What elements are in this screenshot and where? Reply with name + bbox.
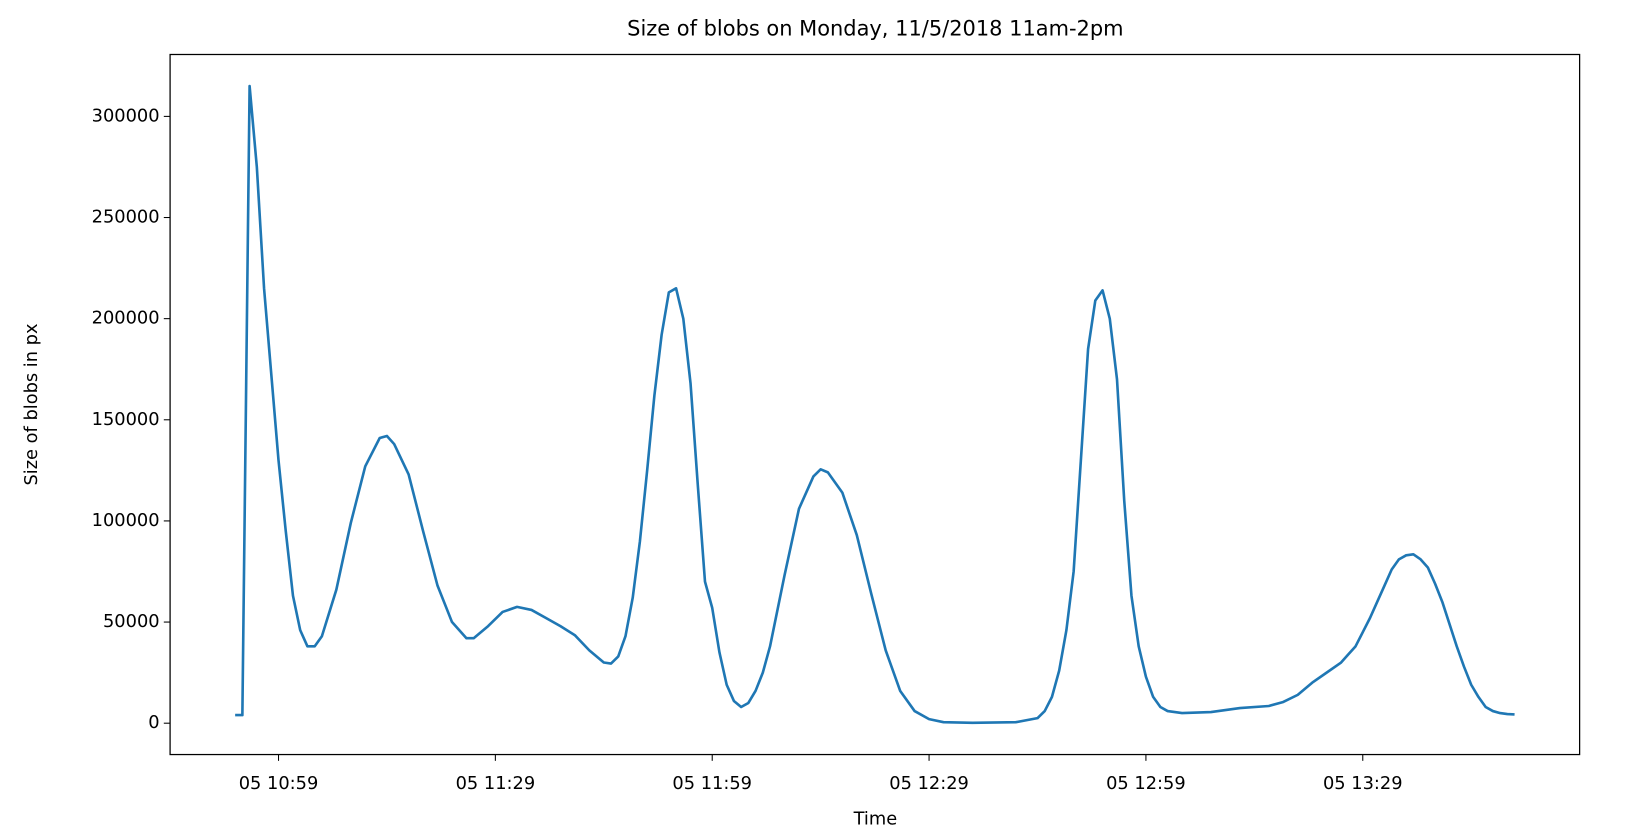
- x-tick-label: 05 10:59: [239, 773, 319, 794]
- x-axis-label: Time: [853, 809, 898, 830]
- plot-area: 0 50000 100000 150000 200000 250000 300000 05 1…: [92, 84, 1515, 794]
- y-tick-label: 100000: [92, 510, 160, 531]
- x-tick-label: 05 12:29: [889, 773, 969, 794]
- y-axis-label: Size of blobs in px: [21, 323, 42, 485]
- x-tick-label: 05 13:29: [1323, 773, 1403, 794]
- y-tick-label: 300000: [92, 105, 160, 126]
- y-tick-label: 50000: [103, 611, 160, 632]
- data-line: [235, 84, 1515, 725]
- axes-frame: [169, 53, 1581, 756]
- x-tick-label: 05 11:59: [672, 773, 752, 794]
- chart-title: Size of blobs on Monday, 11/5/2018 11am-…: [627, 16, 1123, 40]
- x-tick-label: 05 11:29: [456, 773, 536, 794]
- y-tick-label: 150000: [92, 409, 160, 430]
- y-tick-label: 200000: [92, 308, 160, 329]
- x-tick-label: 05 12:59: [1106, 773, 1186, 794]
- y-tick-label: 250000: [92, 207, 160, 228]
- y-tick-label: 0: [148, 712, 159, 733]
